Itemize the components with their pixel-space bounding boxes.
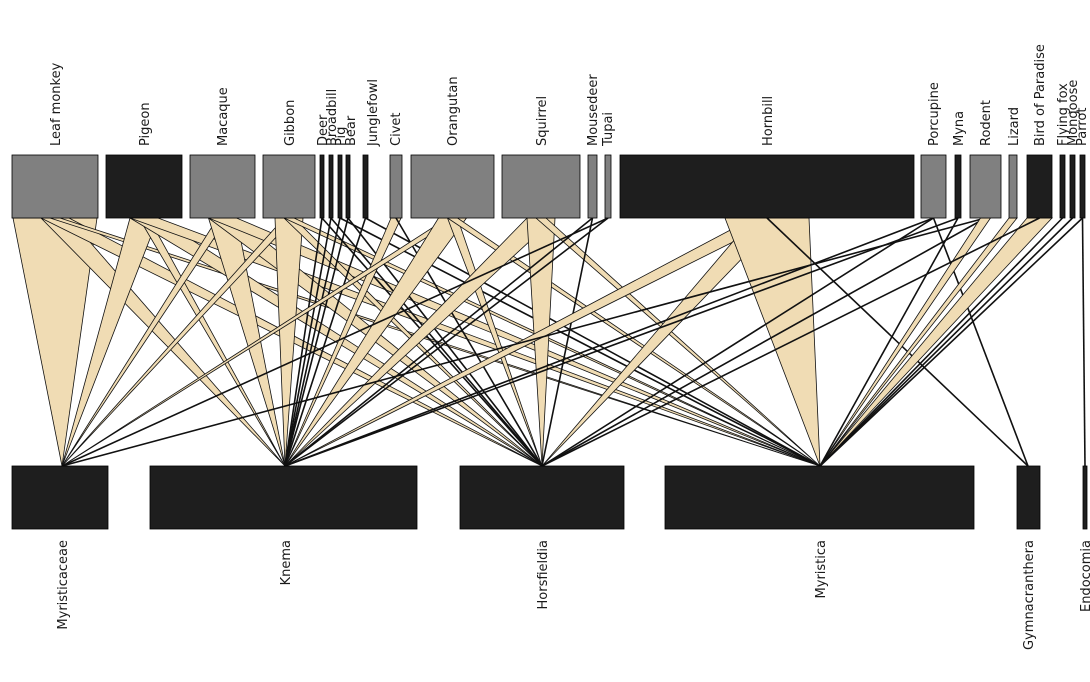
top-node-gibbon [263, 155, 315, 218]
top-node-myna [955, 155, 961, 218]
top-label-junglefowl: Junglefowl [366, 79, 381, 147]
bottom-label-myristicaceae: Myristicaceae [56, 540, 71, 630]
top-node-flying-fox [1060, 155, 1065, 218]
bottom-node-horsfieldia [460, 466, 624, 529]
top-node-broadbill [329, 155, 333, 218]
top-node-mongoose [1070, 155, 1075, 218]
top-label-orangutan: Orangutan [446, 76, 461, 146]
link-parrot-myristica [820, 218, 1083, 466]
bottom-node-myristica [665, 466, 974, 529]
bottom-label-endocomia: Endocomia [1079, 540, 1090, 612]
top-label-gibbon: Gibbon [283, 100, 298, 146]
link-parrot-endocomia [1083, 218, 1086, 466]
top-node-rodent [970, 155, 1001, 218]
top-labels: Leaf monkey Pigeon Macaque Gibbon DeerBroadb… [49, 44, 1090, 147]
link-myna-myristica [820, 218, 958, 466]
top-node-mousedeer [588, 155, 597, 218]
bottom-node-myristicaceae [12, 466, 108, 529]
top-label-myna: Myna [952, 111, 967, 146]
top-label-civet: Civet [389, 113, 404, 146]
bottom-label-gymnacranthera: Gymnacranthera [1022, 540, 1037, 650]
bottom-label-knema: Knema [279, 540, 294, 585]
top-node-tupai [605, 155, 611, 218]
top-node-pigeon [106, 155, 182, 218]
top-node-leaf-monkey [12, 155, 98, 218]
top-node-orangutan [411, 155, 494, 218]
top-label-bird-of-paradise: Bird of Paradise [1033, 44, 1048, 146]
top-label-squirrel: Squirrel [535, 96, 550, 146]
top-label-lizard: Lizard [1007, 107, 1022, 146]
top-node-porcupine [921, 155, 946, 218]
top-label-mousedeer: Mousedeer [586, 74, 601, 146]
top-label-parrot: Parrot [1075, 108, 1090, 146]
top-level-species [12, 155, 1085, 218]
bottom-node-gymnacranthera [1017, 466, 1040, 529]
top-label-bear: Bear [344, 115, 359, 146]
top-label-tupai: Tupai [601, 112, 616, 147]
top-node-pig [338, 155, 342, 218]
top-node-macaque [190, 155, 255, 218]
top-label-pigeon: Pigeon [138, 102, 153, 146]
bottom-node-endocomia [1083, 466, 1087, 529]
top-node-hornbill [620, 155, 914, 218]
top-node-bird-of-paradise [1027, 155, 1052, 218]
top-node-parrot [1080, 155, 1085, 218]
top-node-deer [320, 155, 324, 218]
bottom-labels: Myristicaceae Knema Horsfieldia Myristica Gy… [56, 540, 1090, 650]
top-node-squirrel [502, 155, 580, 218]
bottom-node-knema [150, 466, 417, 529]
interaction-links [13, 218, 1085, 466]
top-node-junglefowl [363, 155, 368, 218]
bottom-label-myristica: Myristica [814, 540, 829, 598]
top-label-macaque: Macaque [216, 87, 231, 146]
top-label-leaf-monkey: Leaf monkey [49, 62, 64, 146]
top-node-bear [346, 155, 350, 218]
top-label-hornbill: Hornbill [761, 96, 776, 146]
top-label-rodent: Rodent [979, 100, 994, 146]
top-label-porcupine: Porcupine [927, 82, 942, 146]
bottom-label-horsfieldia: Horsfieldia [536, 540, 551, 609]
bottom-level-genera [12, 466, 1087, 529]
top-node-civet [390, 155, 402, 218]
top-node-lizard [1009, 155, 1017, 218]
